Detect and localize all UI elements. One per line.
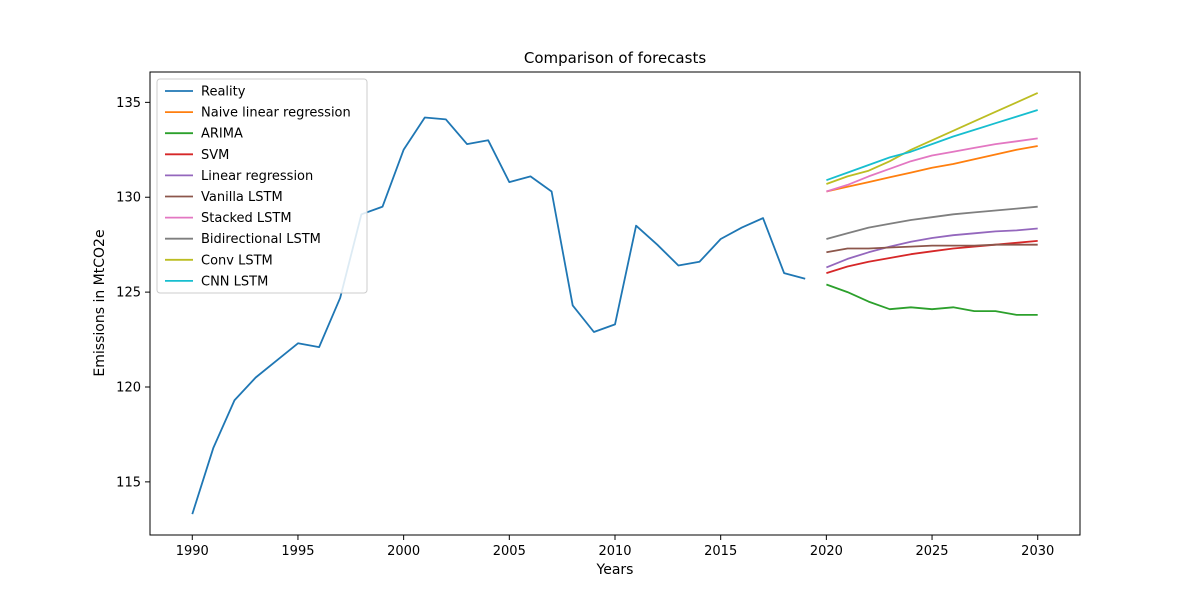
legend-entry: Stacked LSTM xyxy=(201,211,292,226)
y-axis: 115 120 125 130 135 xyxy=(116,96,150,490)
x-tick-label: 1990 xyxy=(176,544,209,559)
x-tick-label: 2015 xyxy=(704,544,737,559)
legend: Reality Naive linear regression ARIMA SVM Li… xyxy=(156,78,368,294)
legend-entry: CNN LSTM xyxy=(201,274,268,289)
legend-entry: Conv LSTM xyxy=(201,253,273,268)
legend-box xyxy=(156,78,368,294)
x-tick-label: 1995 xyxy=(281,544,314,559)
legend-entry: Bidirectional LSTM xyxy=(201,232,321,247)
y-axis-label: Emissions in MtCO2e xyxy=(92,229,108,376)
series-line-vanilla-lstm xyxy=(826,243,1038,254)
series-line-conv-lstm xyxy=(826,92,1039,185)
y-tick-label: 120 xyxy=(116,380,141,395)
series-line-cnn-lstm xyxy=(826,109,1038,182)
legend-entry: Naive linear regression xyxy=(201,106,351,121)
x-tick-label: 2000 xyxy=(387,544,420,559)
x-tick-label: 2010 xyxy=(598,544,631,559)
series-line-stacked-lstm xyxy=(826,137,1038,193)
y-tick-label: 135 xyxy=(116,96,141,111)
x-axis-label: Years xyxy=(596,562,634,578)
legend-entry: ARIMA xyxy=(201,127,243,142)
legend-entry: Linear regression xyxy=(201,169,313,184)
x-tick-label: 2030 xyxy=(1021,544,1054,559)
x-tick-label: 2025 xyxy=(915,544,948,559)
y-tick-label: 130 xyxy=(116,191,141,206)
legend-entry: SVM xyxy=(201,148,229,163)
y-tick-label: 115 xyxy=(116,475,141,490)
series-line-linear-regression xyxy=(826,227,1038,269)
x-tick-label: 2020 xyxy=(810,544,843,559)
series-line-naive-linear-regression xyxy=(826,145,1038,193)
series-line-bidirectional-lstm xyxy=(826,205,1038,240)
series-line-arima xyxy=(826,283,1038,316)
chart-title: Comparison of forecasts xyxy=(524,49,706,67)
legend-entry: Reality xyxy=(201,85,246,100)
series-line-reality xyxy=(191,116,806,515)
legend-entry: Vanilla LSTM xyxy=(201,190,283,205)
y-tick-label: 125 xyxy=(116,286,141,301)
plot-area xyxy=(191,92,1039,515)
x-tick-label: 2005 xyxy=(493,544,526,559)
x-axis: 1990 1995 2000 2005 2010 2015 2020 2025 2030 xyxy=(176,535,1054,559)
